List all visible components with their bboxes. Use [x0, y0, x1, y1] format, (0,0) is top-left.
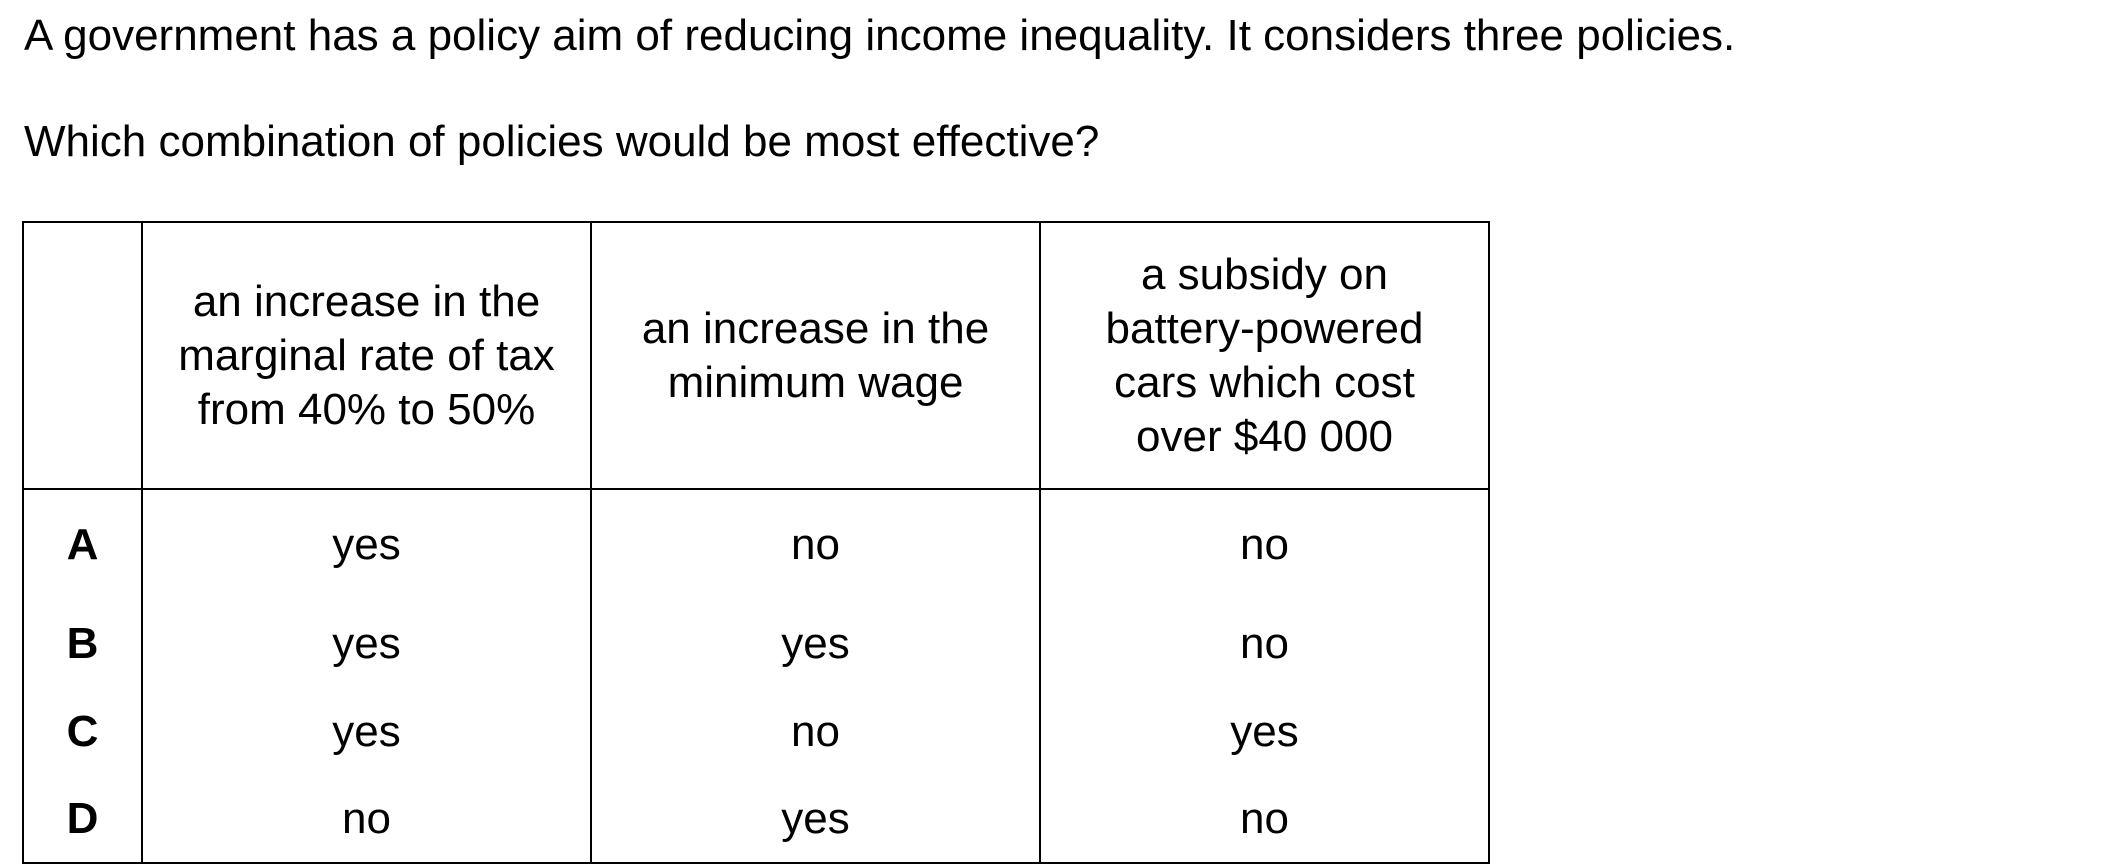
table-cell: no: [590, 688, 1041, 776]
header-option-cell: [22, 221, 143, 490]
table-cell: no: [1039, 776, 1490, 864]
table-cell: no: [1039, 600, 1490, 688]
table-cell: no: [1039, 488, 1490, 600]
header-policy-minimum-wage: an increase in the minimum wage: [590, 221, 1041, 490]
option-letter: A: [22, 488, 143, 600]
header-label: a subsidy on battery-powered cars which …: [1105, 249, 1424, 461]
option-letter: B: [22, 600, 143, 688]
header-policy-car-subsidy: a subsidy on battery-powered cars which …: [1039, 221, 1490, 490]
table-row: B yes yes no: [22, 600, 1490, 688]
table-cell: no: [141, 776, 592, 864]
table-cell: yes: [590, 600, 1041, 688]
intro-text: A government has a policy aim of reducin…: [24, 11, 1736, 60]
table-row: A yes no no: [22, 488, 1490, 600]
header-label: an increase in the minimum wage: [641, 303, 990, 407]
table-cell: yes: [141, 688, 592, 776]
table-row: D no yes no: [22, 776, 1490, 864]
question-text: Which combination of policies would be m…: [24, 117, 1100, 166]
table-row: C yes no yes: [22, 688, 1490, 776]
table-cell: yes: [141, 600, 592, 688]
option-letter: D: [22, 776, 143, 864]
header-label: an increase in the marginal rate of tax …: [178, 276, 555, 434]
option-letter: C: [22, 688, 143, 776]
options-table: an increase in the marginal rate of tax …: [22, 221, 1490, 864]
table-cell: yes: [590, 776, 1041, 864]
header-row: an increase in the marginal rate of tax …: [22, 221, 1490, 490]
table-cell: yes: [1039, 688, 1490, 776]
table-cell: no: [590, 488, 1041, 600]
table-cell: yes: [141, 488, 592, 600]
header-policy-tax-rate: an increase in the marginal rate of tax …: [141, 221, 592, 490]
